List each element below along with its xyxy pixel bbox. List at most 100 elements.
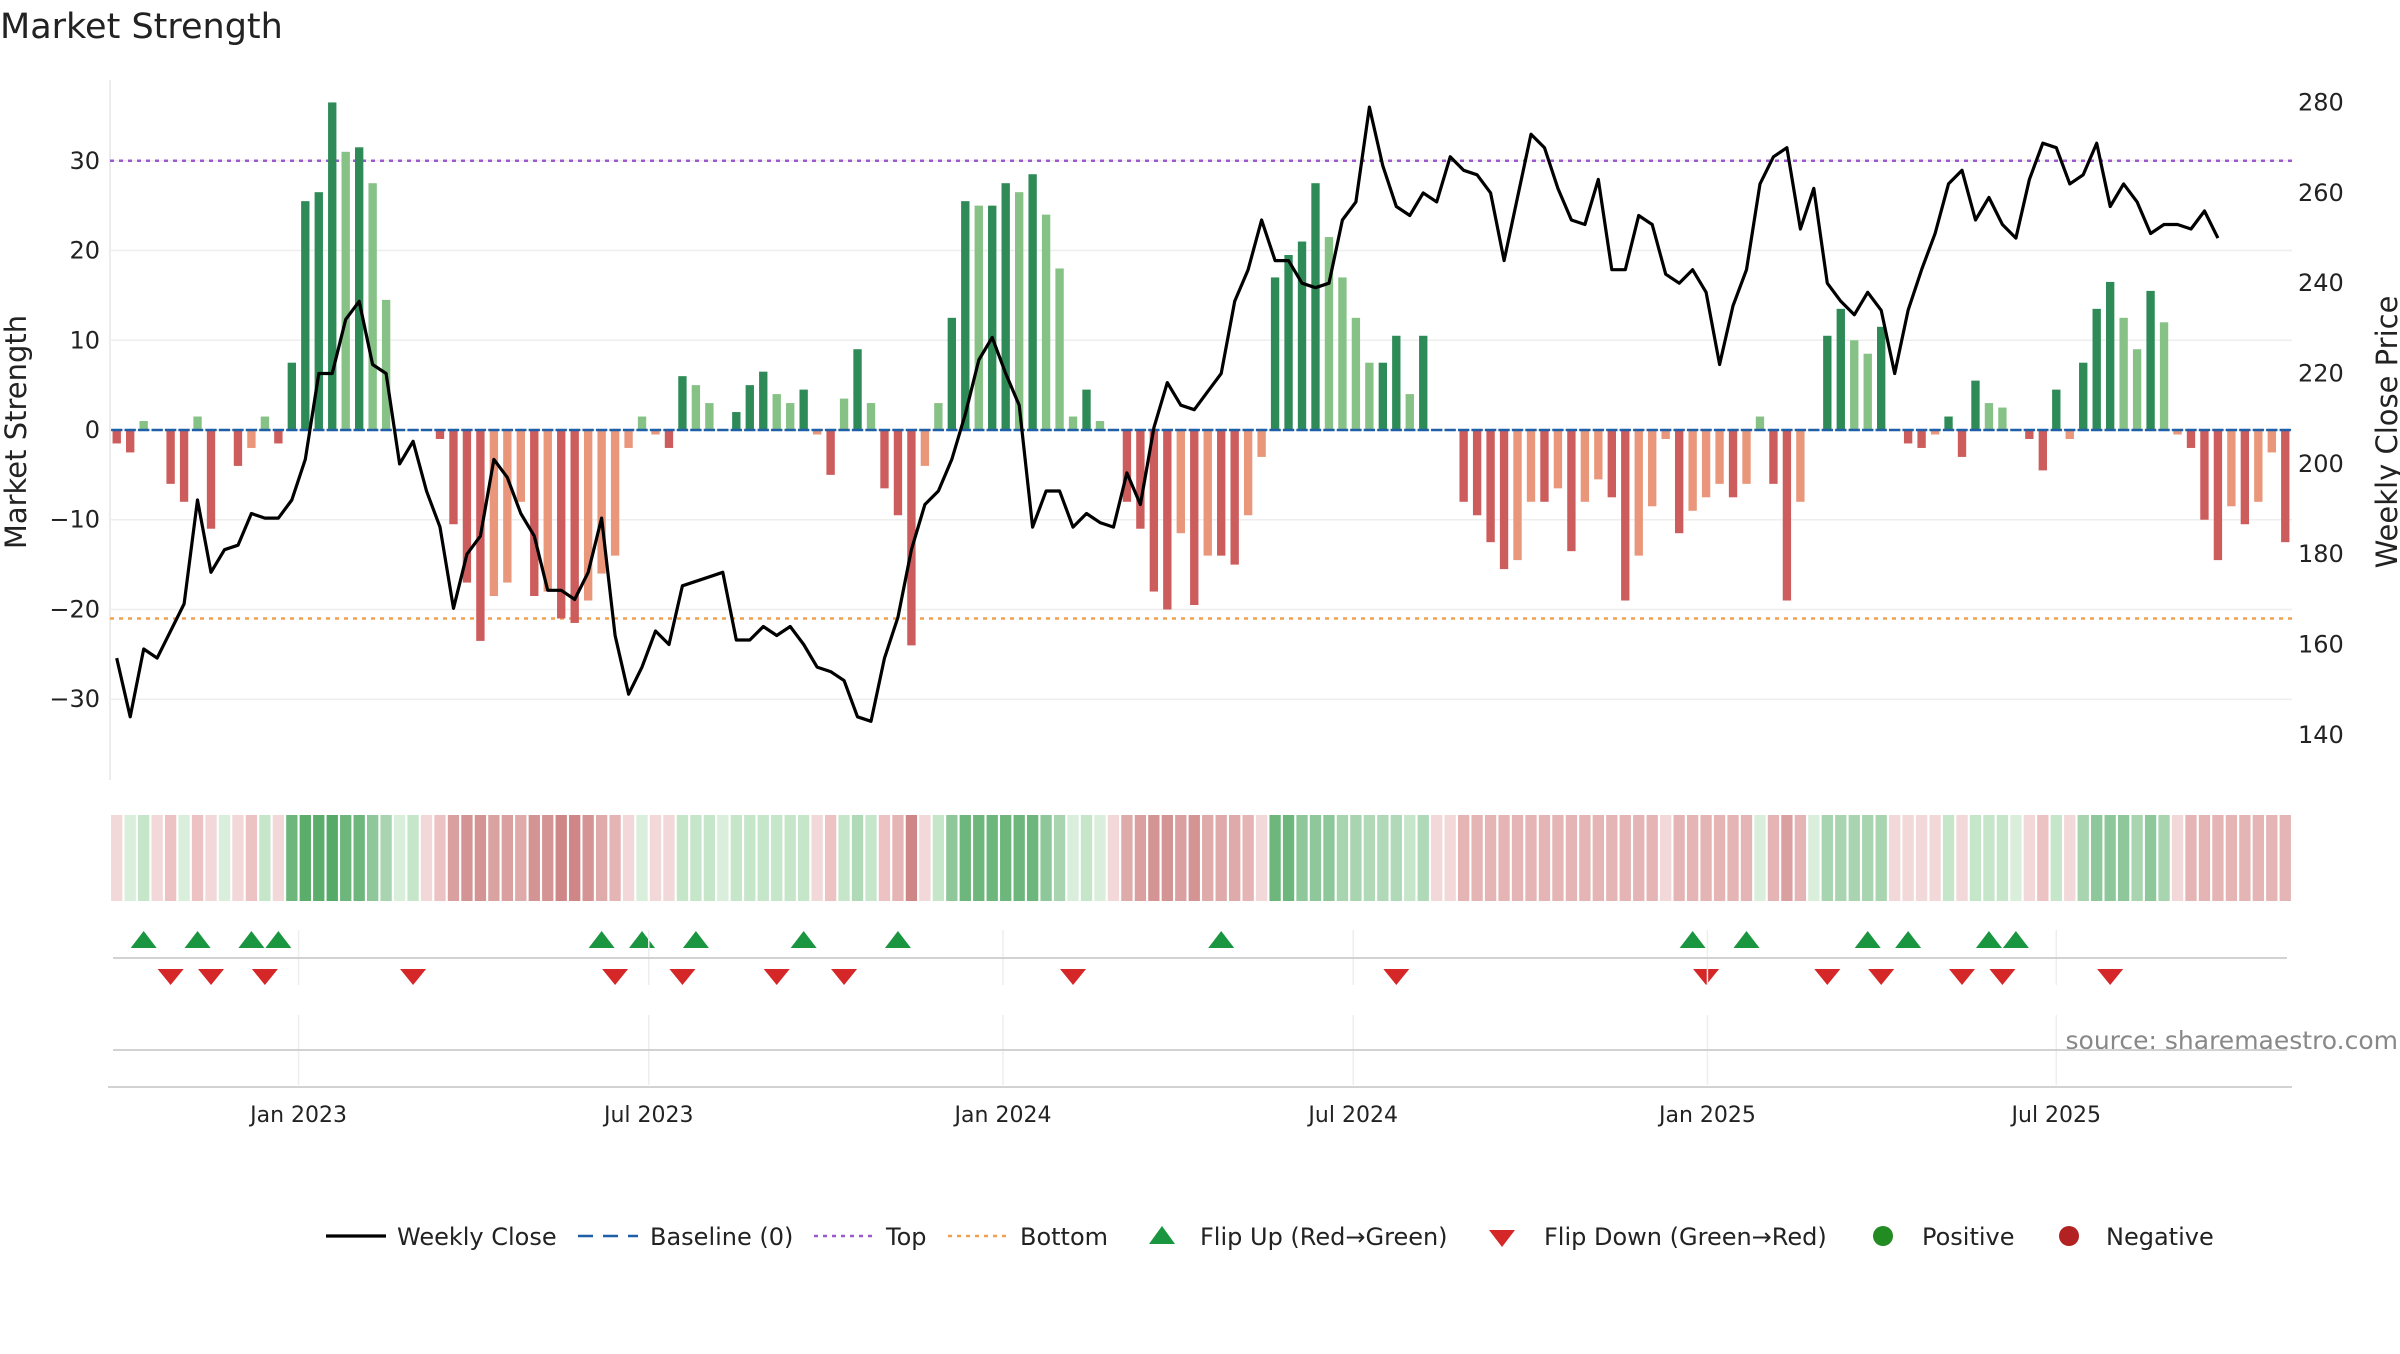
legend-label: Negative [2106,1223,2214,1251]
ribbon-cell [1377,815,1389,901]
strength-bar [1930,430,1940,435]
strength-bar [664,430,674,448]
strength-bar [1014,192,1024,430]
ribbon-cell [1767,815,1780,901]
flip-down-marker [669,969,696,985]
legend-item: Flip Down (Green→Red) [1489,1223,1827,1251]
strength-bar [1230,430,1239,565]
strength-bar [570,430,579,623]
ribbon-cell [2212,815,2224,901]
reference-lines [110,159,2292,620]
ribbon-cell [1781,815,1793,901]
ribbon-cell [1471,815,1483,901]
ribbon-cell [488,815,500,901]
ribbon-cell [2023,815,2036,901]
strength-bar [1540,430,1549,502]
strength-bar [2038,430,2047,471]
ribbon-cell [946,815,958,901]
ribbon-cell [1255,815,1268,901]
legend-label: Flip Down (Green→Red) [1544,1223,1827,1251]
strength-bar [1971,380,1980,430]
ribbon-cell [1282,815,1295,901]
legend-item: Negative [2059,1223,2214,1251]
strength-bar [853,349,862,430]
ribbon-cell [1457,815,1470,901]
x-axis: Jan 2023 Jul 2023 Jan 2024 Jul 2024 Jan 2025… [108,930,2292,1128]
ribbon-cell [1673,815,1685,901]
ribbon-cell [1350,815,1362,901]
strength-ribbon [111,815,2291,901]
legend-item: Flip Up (Red→Green) [1149,1223,1448,1251]
ribbon-cell [353,815,365,901]
strength-bar [988,205,997,430]
legend-swatch-flip-up [1149,1226,1175,1244]
strength-bar [233,430,243,466]
ribbon-cell [1633,815,1645,901]
strength-bar [961,201,970,430]
ribbon-cell [1713,815,1726,901]
strength-bar [1041,214,1051,430]
ribbon-cell [1794,815,1807,901]
flip-down-marker [1383,969,1410,985]
strength-bar [1661,430,1670,439]
flip-down-marker [1693,969,1720,985]
ribbon-cell [1660,815,1672,901]
strength-bar [193,416,202,430]
flip-down-marker [1814,969,1841,985]
legend-item: Bottom [948,1223,1108,1251]
strength-bar [2281,430,2290,543]
x-tick-label: Jul 2024 [1306,1103,1398,1128]
ribbon-cell [2050,815,2062,901]
strength-bar [1903,430,1913,444]
strength-bar [1648,430,1657,507]
strength-bar [1365,362,1374,430]
ribbon-cell [1000,815,1012,901]
strength-bar [1243,430,1253,516]
strength-bar [2052,389,2061,430]
strength-bar [1513,430,1522,561]
strength-bar [1082,389,1091,430]
flip-up-marker [682,931,709,948]
ribbon-cell [973,815,985,901]
strength-bar [772,394,781,430]
ribbon-cell [622,815,635,901]
strength-bar [355,147,364,431]
strength-bar [1486,430,1495,543]
flip-down-marker [1949,969,1976,985]
ribbon-cell [1929,815,1941,901]
strength-bar [1688,430,1697,511]
legend: Weekly Close Baseline (0) Top Bottom Flip Up… [326,1223,2214,1251]
ribbon-cell [1094,815,1106,901]
y-tick-left-label: −30 [49,685,100,713]
strength-bar [2065,430,2074,439]
ribbon-cell [1915,815,1928,901]
strength-bar [1728,430,1738,498]
strength-bar [1755,416,1765,430]
strength-bar [2132,349,2142,430]
ribbon-cell [1417,815,1429,901]
strength-bar [1715,430,1724,484]
ribbon-cell [2144,815,2157,901]
strength-bar [1297,241,1307,430]
strength-bar [206,430,216,529]
strength-bar [2240,430,2250,525]
ribbon-cell [2239,815,2251,901]
strength-bar [1634,430,1643,556]
ribbon-cell [1242,815,1254,901]
strength-bar [1257,430,1266,457]
ribbon-cell [730,815,742,901]
ribbon-cell [1727,815,1739,901]
ribbon-cell [1700,815,1712,901]
ribbon-cell [1808,815,1820,901]
ribbon-cell [1619,815,1631,901]
y-tick-right-label: 280 [2298,89,2344,117]
strength-bar [745,385,754,430]
ribbon-cell [1134,815,1147,901]
ribbon-cell [2077,815,2089,901]
ribbon-cell [2064,815,2076,901]
ribbon-cell [1740,815,1753,901]
ribbon-cell [771,815,783,901]
ribbon-cell [1013,815,1025,901]
ribbon-cell [1431,815,1443,901]
